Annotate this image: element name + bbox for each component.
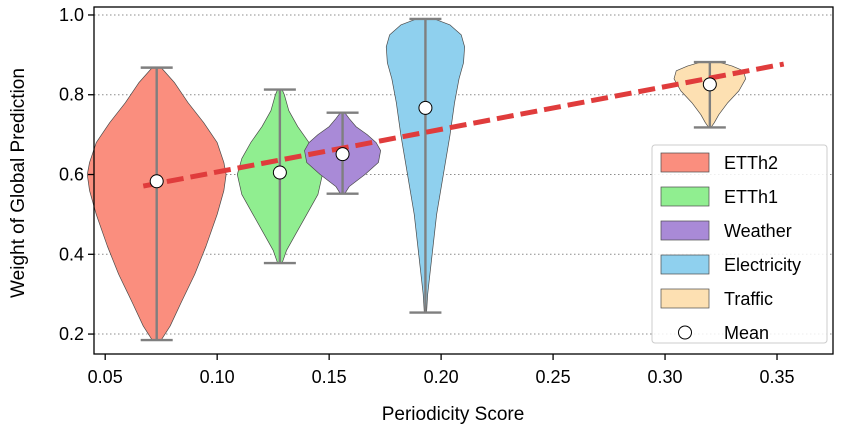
x-tick-label: 0.25 [536,367,571,387]
legend: ETTh2 ETTh1 Weather Electricity Traffic Mean [651,144,828,344]
mean-marker-weather [335,147,350,162]
y-tick-label: 0.4 [59,244,84,264]
legend-swatch-electricity [660,254,710,275]
y-tick-label: 0.6 [59,165,84,185]
legend-swatch-etth1 [660,186,710,207]
trend-line [142,61,785,189]
x-tick-label: 0.20 [424,367,459,387]
y-tick-label: 0.8 [59,85,84,105]
axes: 0.05 0.10 0.15 0.20 0.25 0.30 0.35 0.2 0.4 0.6 0.8… [59,5,834,387]
legend-label-traffic: Traffic [724,289,773,309]
x-tick-label: 0.10 [200,367,235,387]
mean-marker-etth1 [272,165,287,180]
violins [86,17,747,342]
legend-label-electricity: Electricity [724,255,801,275]
mean-marker-etth2 [149,174,164,189]
legend-swatch-weather [660,220,710,241]
y-tick-label: 0.2 [59,324,84,344]
mean-marker-traffic [702,77,717,92]
legend-box [651,144,828,344]
legend-swatch-traffic [660,288,710,309]
x-axis-label: Periodicity Score [382,404,525,425]
x-tick-label: 0.30 [648,367,683,387]
x-tick-label: 0.15 [312,367,347,387]
plot-frame [93,6,834,355]
x-tick-label: 0.35 [759,367,794,387]
legend-mean-marker [678,325,692,340]
legend-swatch-etth2 [660,152,710,173]
legend-label-etth2: ETTh2 [724,153,778,173]
x-tick-label: 0.05 [88,367,123,387]
legend-label-etth1: ETTh1 [724,187,778,207]
mean-marker-electricity [418,100,433,115]
y-axis-label: Weight of Global Prediction [8,68,29,298]
legend-label-weather: Weather [724,221,792,241]
y-tick-label: 1.0 [59,5,84,25]
legend-label-mean: Mean [724,323,769,343]
trend-line-group [142,61,785,189]
